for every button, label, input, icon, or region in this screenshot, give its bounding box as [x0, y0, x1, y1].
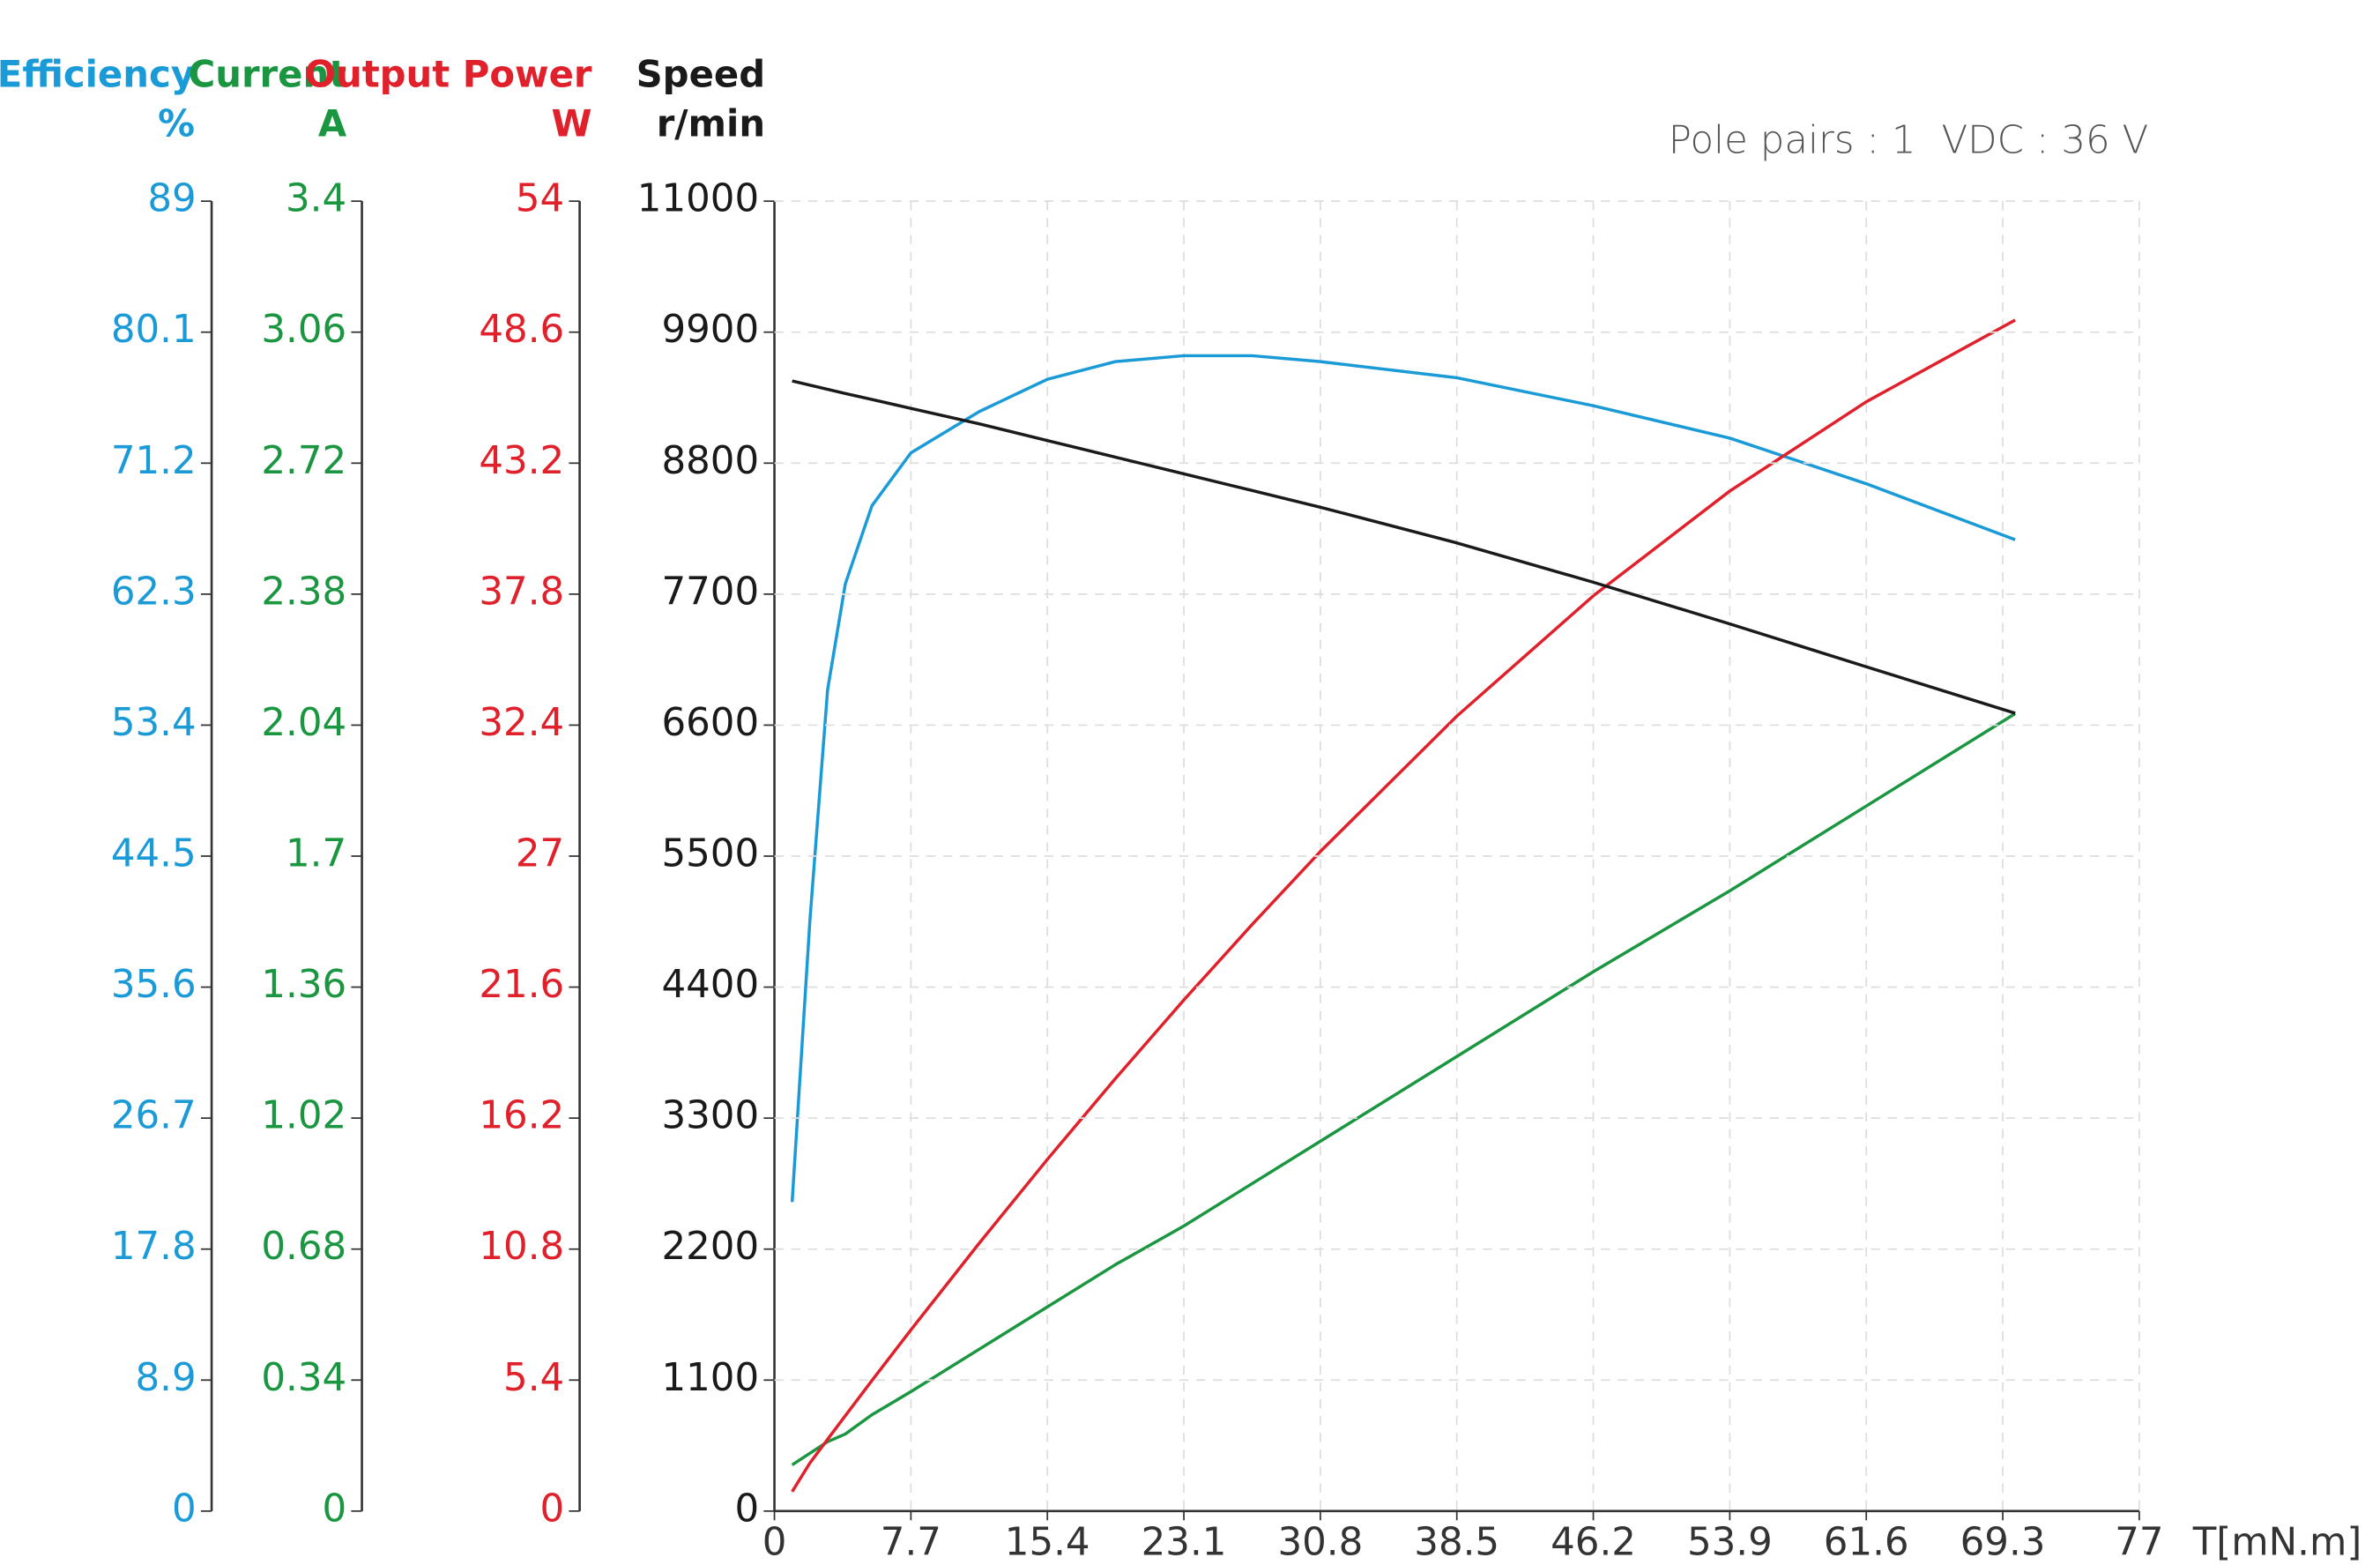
y-tick-label: 44.5 — [111, 832, 197, 876]
x-axis-label: T[mN.m] — [2192, 1521, 2362, 1565]
y-tick-label: 1.7 — [286, 832, 346, 876]
y-tick-label: 71.2 — [111, 439, 197, 483]
y-tick-label: 2.72 — [261, 439, 346, 483]
y-tick-label: 10.8 — [479, 1225, 564, 1269]
y-tick-label: 32.4 — [479, 701, 564, 745]
y-tick-label: 2.04 — [261, 701, 346, 745]
y-tick-label: 27 — [516, 832, 564, 876]
y-tick-label: 89 — [147, 177, 196, 221]
y-tick-label: 16.2 — [479, 1094, 564, 1138]
x-tick-label: 77 — [2115, 1521, 2163, 1565]
axis-title: Efficiency — [0, 53, 195, 96]
line — [791, 318, 2016, 1493]
y-tick-label: 5.4 — [503, 1356, 564, 1400]
y-tick-label: 2.38 — [261, 570, 346, 614]
axis-unit: A — [318, 101, 347, 145]
axis-title: Output Power — [304, 53, 591, 96]
annotation: VDC : 36 V — [1941, 119, 2148, 163]
y-tick-label: 8.9 — [136, 1356, 197, 1400]
y-tick-label: 3.06 — [261, 308, 346, 352]
x-tick-label: 53.9 — [1687, 1521, 1773, 1565]
y-tick-label: 5500 — [661, 832, 759, 876]
y-tick-label: 6600 — [661, 701, 759, 745]
y-tick-label: 3300 — [661, 1094, 759, 1138]
y-tick-label: 48.6 — [479, 308, 564, 352]
y-tick-label: 0 — [322, 1487, 346, 1531]
y-tick-label: 0 — [734, 1487, 759, 1531]
y-tick-label: 0 — [540, 1487, 565, 1531]
y-tick-label: 0 — [172, 1487, 197, 1531]
y-tick-label: 17.8 — [111, 1225, 197, 1269]
axis-unit: % — [158, 101, 195, 145]
y-tick-label: 8800 — [661, 439, 759, 483]
line — [791, 712, 2017, 1466]
y-tick-label: 54 — [516, 177, 564, 221]
y-tick-label: 0.68 — [261, 1225, 346, 1269]
y-tick-label: 1.02 — [261, 1094, 346, 1138]
line — [790, 354, 2016, 1203]
x-tick-label: 61.6 — [1824, 1521, 1909, 1565]
y-tick-label: 7700 — [661, 570, 759, 614]
axis-title: Speed — [636, 53, 765, 96]
y-tick-label: 3.4 — [286, 177, 346, 221]
y-tick-label: 1.36 — [261, 963, 346, 1007]
x-tick-label: 46.2 — [1551, 1521, 1636, 1565]
y-tick-label: 0.34 — [261, 1356, 346, 1400]
x-tick-label: 0 — [762, 1521, 787, 1565]
y-tick-label: 21.6 — [479, 963, 564, 1007]
x-tick-label: 7.7 — [881, 1521, 941, 1565]
y-tick-label: 43.2 — [479, 439, 564, 483]
y-tick-label: 62.3 — [111, 570, 197, 614]
axis-unit: r/min — [657, 101, 765, 145]
annotation: Pole pairs : 1 — [1669, 119, 1916, 163]
y-tick-label: 4400 — [661, 963, 759, 1007]
x-tick-label: 69.3 — [1960, 1521, 2046, 1565]
x-tick-label: 15.4 — [1005, 1521, 1090, 1565]
y-tick-label: 80.1 — [111, 308, 197, 352]
x-tick-label: 23.1 — [1142, 1521, 1227, 1565]
y-tick-label: 37.8 — [479, 570, 564, 614]
axis-title: Current — [189, 53, 347, 96]
y-tick-label: 35.6 — [111, 963, 197, 1007]
y-tick-label: 1100 — [661, 1356, 759, 1400]
line — [792, 379, 2016, 715]
x-tick-label: 38.5 — [1414, 1521, 1499, 1565]
y-tick-label: 26.7 — [111, 1094, 197, 1138]
axis-unit: W — [551, 101, 591, 145]
y-tick-label: 2200 — [661, 1225, 759, 1269]
x-tick-label: 30.8 — [1277, 1521, 1363, 1565]
y-tick-label: 53.4 — [111, 701, 197, 745]
y-tick-label: 9900 — [661, 308, 759, 352]
y-tick-label: 11000 — [637, 177, 759, 221]
